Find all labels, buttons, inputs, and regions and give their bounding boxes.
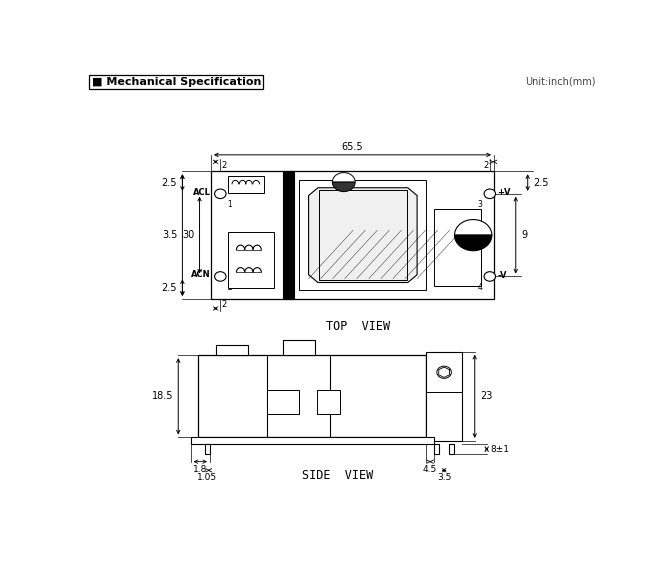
- Bar: [283, 341, 314, 355]
- Circle shape: [214, 189, 226, 198]
- Text: ACL: ACL: [193, 188, 211, 197]
- Circle shape: [484, 271, 496, 281]
- Circle shape: [484, 189, 496, 198]
- Bar: [211, 171, 494, 299]
- Bar: [191, 437, 433, 445]
- Text: ■ Mechanical Specification: ■ Mechanical Specification: [92, 77, 261, 87]
- Wedge shape: [332, 173, 355, 182]
- Text: TOP  VIEW: TOP VIEW: [326, 320, 390, 333]
- Bar: [228, 232, 274, 288]
- Text: 8±1: 8±1: [491, 445, 510, 454]
- Text: 2.5: 2.5: [161, 283, 177, 293]
- Wedge shape: [454, 220, 492, 235]
- Text: -V: -V: [497, 271, 507, 280]
- Bar: [228, 176, 265, 193]
- Text: 3.5: 3.5: [162, 230, 177, 240]
- Text: 4: 4: [477, 283, 482, 292]
- Bar: [433, 445, 439, 454]
- Circle shape: [437, 366, 452, 378]
- Bar: [299, 180, 426, 291]
- Polygon shape: [309, 188, 417, 283]
- Text: 3.5: 3.5: [437, 473, 452, 482]
- Circle shape: [214, 271, 226, 281]
- Text: 2: 2: [483, 161, 488, 170]
- Text: 2.5: 2.5: [161, 178, 177, 188]
- Text: 1.05: 1.05: [197, 473, 217, 482]
- Text: 2: 2: [222, 161, 227, 170]
- Bar: [434, 210, 481, 286]
- Text: 1: 1: [227, 200, 232, 209]
- Bar: [450, 445, 454, 454]
- Text: 2: 2: [222, 300, 227, 309]
- Wedge shape: [454, 235, 492, 251]
- Bar: [267, 389, 299, 414]
- Text: ACN: ACN: [192, 270, 211, 279]
- Bar: [317, 389, 340, 414]
- Text: 3: 3: [477, 200, 482, 209]
- Wedge shape: [332, 182, 355, 192]
- Text: 23: 23: [480, 391, 492, 401]
- Text: SIDE  VIEW: SIDE VIEW: [302, 469, 373, 482]
- Bar: [283, 171, 294, 299]
- Bar: [319, 190, 407, 280]
- Bar: [216, 345, 249, 355]
- Text: 2: 2: [227, 283, 232, 292]
- Text: 9: 9: [521, 230, 527, 240]
- Text: 1.8: 1.8: [193, 465, 208, 474]
- Bar: [427, 352, 462, 441]
- Text: 2.5: 2.5: [533, 178, 549, 188]
- Text: 65.5: 65.5: [342, 142, 363, 152]
- Text: Unit:inch(mm): Unit:inch(mm): [525, 77, 595, 87]
- Text: 4.5: 4.5: [423, 465, 438, 474]
- Text: 18.5: 18.5: [151, 391, 173, 401]
- Bar: [205, 445, 210, 454]
- Bar: [198, 355, 427, 437]
- Bar: [283, 171, 294, 299]
- Text: +V: +V: [497, 188, 511, 197]
- Text: 30: 30: [182, 230, 194, 240]
